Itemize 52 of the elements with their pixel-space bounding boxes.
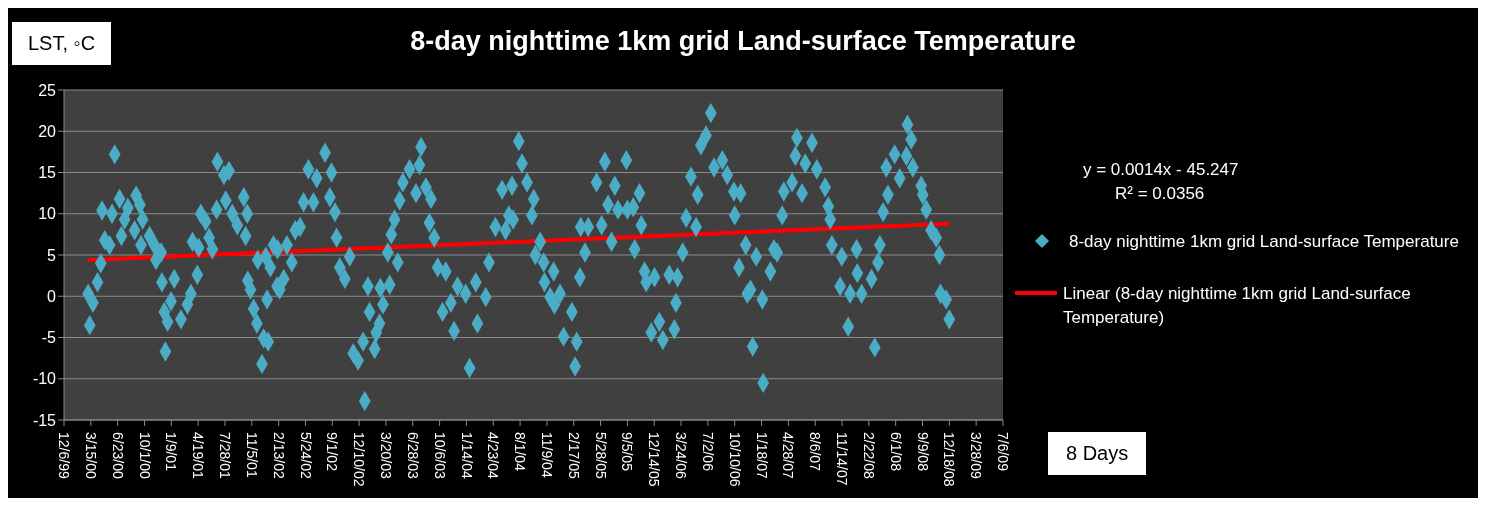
- y-tick-label: 0: [47, 287, 57, 305]
- x-tick-label: 9/9/08: [914, 432, 931, 472]
- x-tick-label: 12/18/08: [941, 432, 958, 487]
- x-tick-label: 3/28/09: [968, 432, 985, 479]
- x-tick-label: 12/10/02: [351, 432, 368, 487]
- x-tick-label: 6/23/00: [109, 432, 126, 479]
- x-tick-label: 8/1/04: [512, 432, 529, 472]
- x-tick-label: 5/24/02: [297, 432, 314, 479]
- x-tick-label: 7/28/01: [217, 432, 234, 479]
- x-tick-label: 11/9/04: [539, 432, 556, 478]
- x-tick-label: 12/14/05: [646, 432, 663, 487]
- x-tick-label: 9/5/05: [619, 432, 636, 472]
- x-tick-label: 2/13/02: [270, 432, 287, 479]
- x-tick-label: 11/5/01: [243, 432, 260, 478]
- chart-title: 8-day nighttime 1km grid Land-surface Temperature: [410, 26, 1076, 56]
- x-tick-label: 1/9/01: [163, 432, 180, 472]
- y-tick-label: 25: [38, 81, 57, 99]
- x-tick-label: 3/15/00: [82, 432, 99, 479]
- x-tick-label: 6/1/08: [887, 432, 904, 472]
- x-tick-label: 3/24/06: [673, 432, 690, 479]
- text: R² = 0.0356: [1114, 183, 1206, 205]
- x-tick-label: 4/19/01: [190, 432, 207, 479]
- y-tick-label: 10: [38, 205, 57, 223]
- y-tick-label: -5: [41, 329, 57, 347]
- x-tick-label: 4/23/04: [485, 432, 502, 479]
- legend-label: 8-day nighttime 1km grid Land-surface Temperature: [1068, 231, 1459, 253]
- x-tick-label: 10/6/03: [431, 432, 448, 479]
- x-tick-label: 4/28/07: [780, 432, 797, 479]
- y-tick-label: 20: [38, 122, 57, 140]
- x-tick-label: 10/10/06: [726, 432, 743, 487]
- x-tick-label: 5/28/05: [592, 432, 609, 479]
- y-tick-label: 5: [47, 246, 57, 264]
- x-tick-label: 7/6/09: [995, 432, 1012, 472]
- x-tick-label: 6/28/03: [404, 432, 421, 479]
- x-axis-title: 8 Days: [1048, 432, 1147, 475]
- y-tick-label: -15: [32, 411, 57, 429]
- x-tick-label: 12/6/99: [56, 432, 73, 479]
- y-tick-label: -10: [32, 370, 57, 388]
- x-tick-label: 2/17/05: [565, 432, 582, 479]
- x-tick-label: 10/1/00: [136, 432, 153, 479]
- x-tick-label: 9/1/02: [324, 432, 341, 472]
- legend-label: Linear (8-day nighttime 1km grid Land-surface Temperature): [1062, 283, 1412, 329]
- x-tick-label: 7/2/06: [699, 432, 716, 472]
- x-tick-label: 2/22/08: [860, 432, 877, 479]
- x-tick-label: 1/18/07: [753, 432, 770, 479]
- y-axis-title: LST, ◦C: [12, 22, 112, 65]
- x-tick-label: 3/20/03: [378, 432, 395, 479]
- x-tick-label: 11/14/07: [834, 432, 851, 486]
- x-tick-label: 8/6/07: [807, 432, 824, 472]
- text: y = 0.0014x - 45.247: [1082, 159, 1240, 181]
- y-tick-label: 15: [38, 164, 57, 182]
- x-tick-label: 1/14/04: [458, 432, 475, 479]
